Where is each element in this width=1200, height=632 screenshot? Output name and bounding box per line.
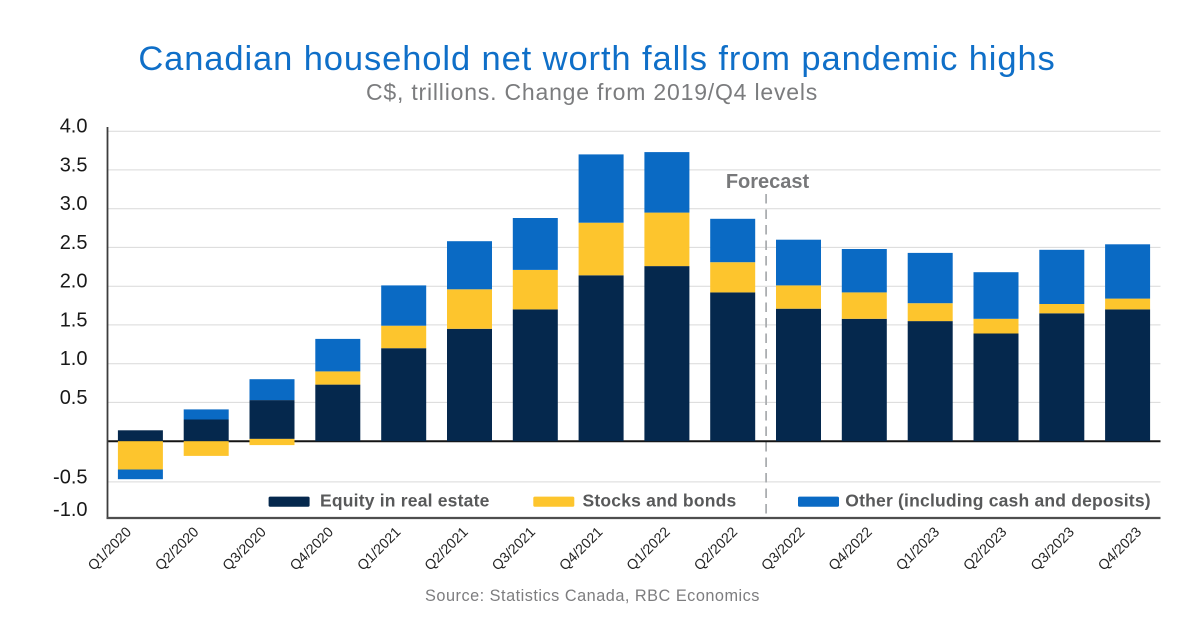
svg-text:Other (including cash and depo: Other (including cash and deposits)	[845, 491, 1151, 511]
svg-text:2.0: 2.0	[60, 271, 88, 293]
svg-text:Equity in real estate: Equity in real estate	[320, 491, 490, 511]
svg-text:Canadian household net worth f: Canadian household net worth falls from …	[138, 40, 1055, 78]
svg-text:Forecast: Forecast	[726, 171, 810, 193]
svg-text:Stocks and bonds: Stocks and bonds	[583, 491, 737, 511]
svg-text:C$, trillions. Change from 201: C$, trillions. Change from 2019/Q4 level…	[366, 79, 818, 105]
svg-text:2.5: 2.5	[60, 232, 88, 254]
svg-text:-1.0: -1.0	[53, 499, 87, 521]
svg-text:0.5: 0.5	[60, 387, 88, 409]
svg-text:-0.5: -0.5	[53, 466, 87, 488]
svg-text:1.0: 1.0	[60, 348, 88, 370]
svg-text:1.5: 1.5	[60, 309, 88, 331]
svg-text:Source: Statistics Canada, RBC: Source: Statistics Canada, RBC Economics	[425, 587, 760, 605]
svg-text:3.0: 3.0	[60, 193, 88, 215]
svg-text:3.5: 3.5	[60, 154, 88, 176]
svg-text:4.0: 4.0	[60, 116, 88, 138]
